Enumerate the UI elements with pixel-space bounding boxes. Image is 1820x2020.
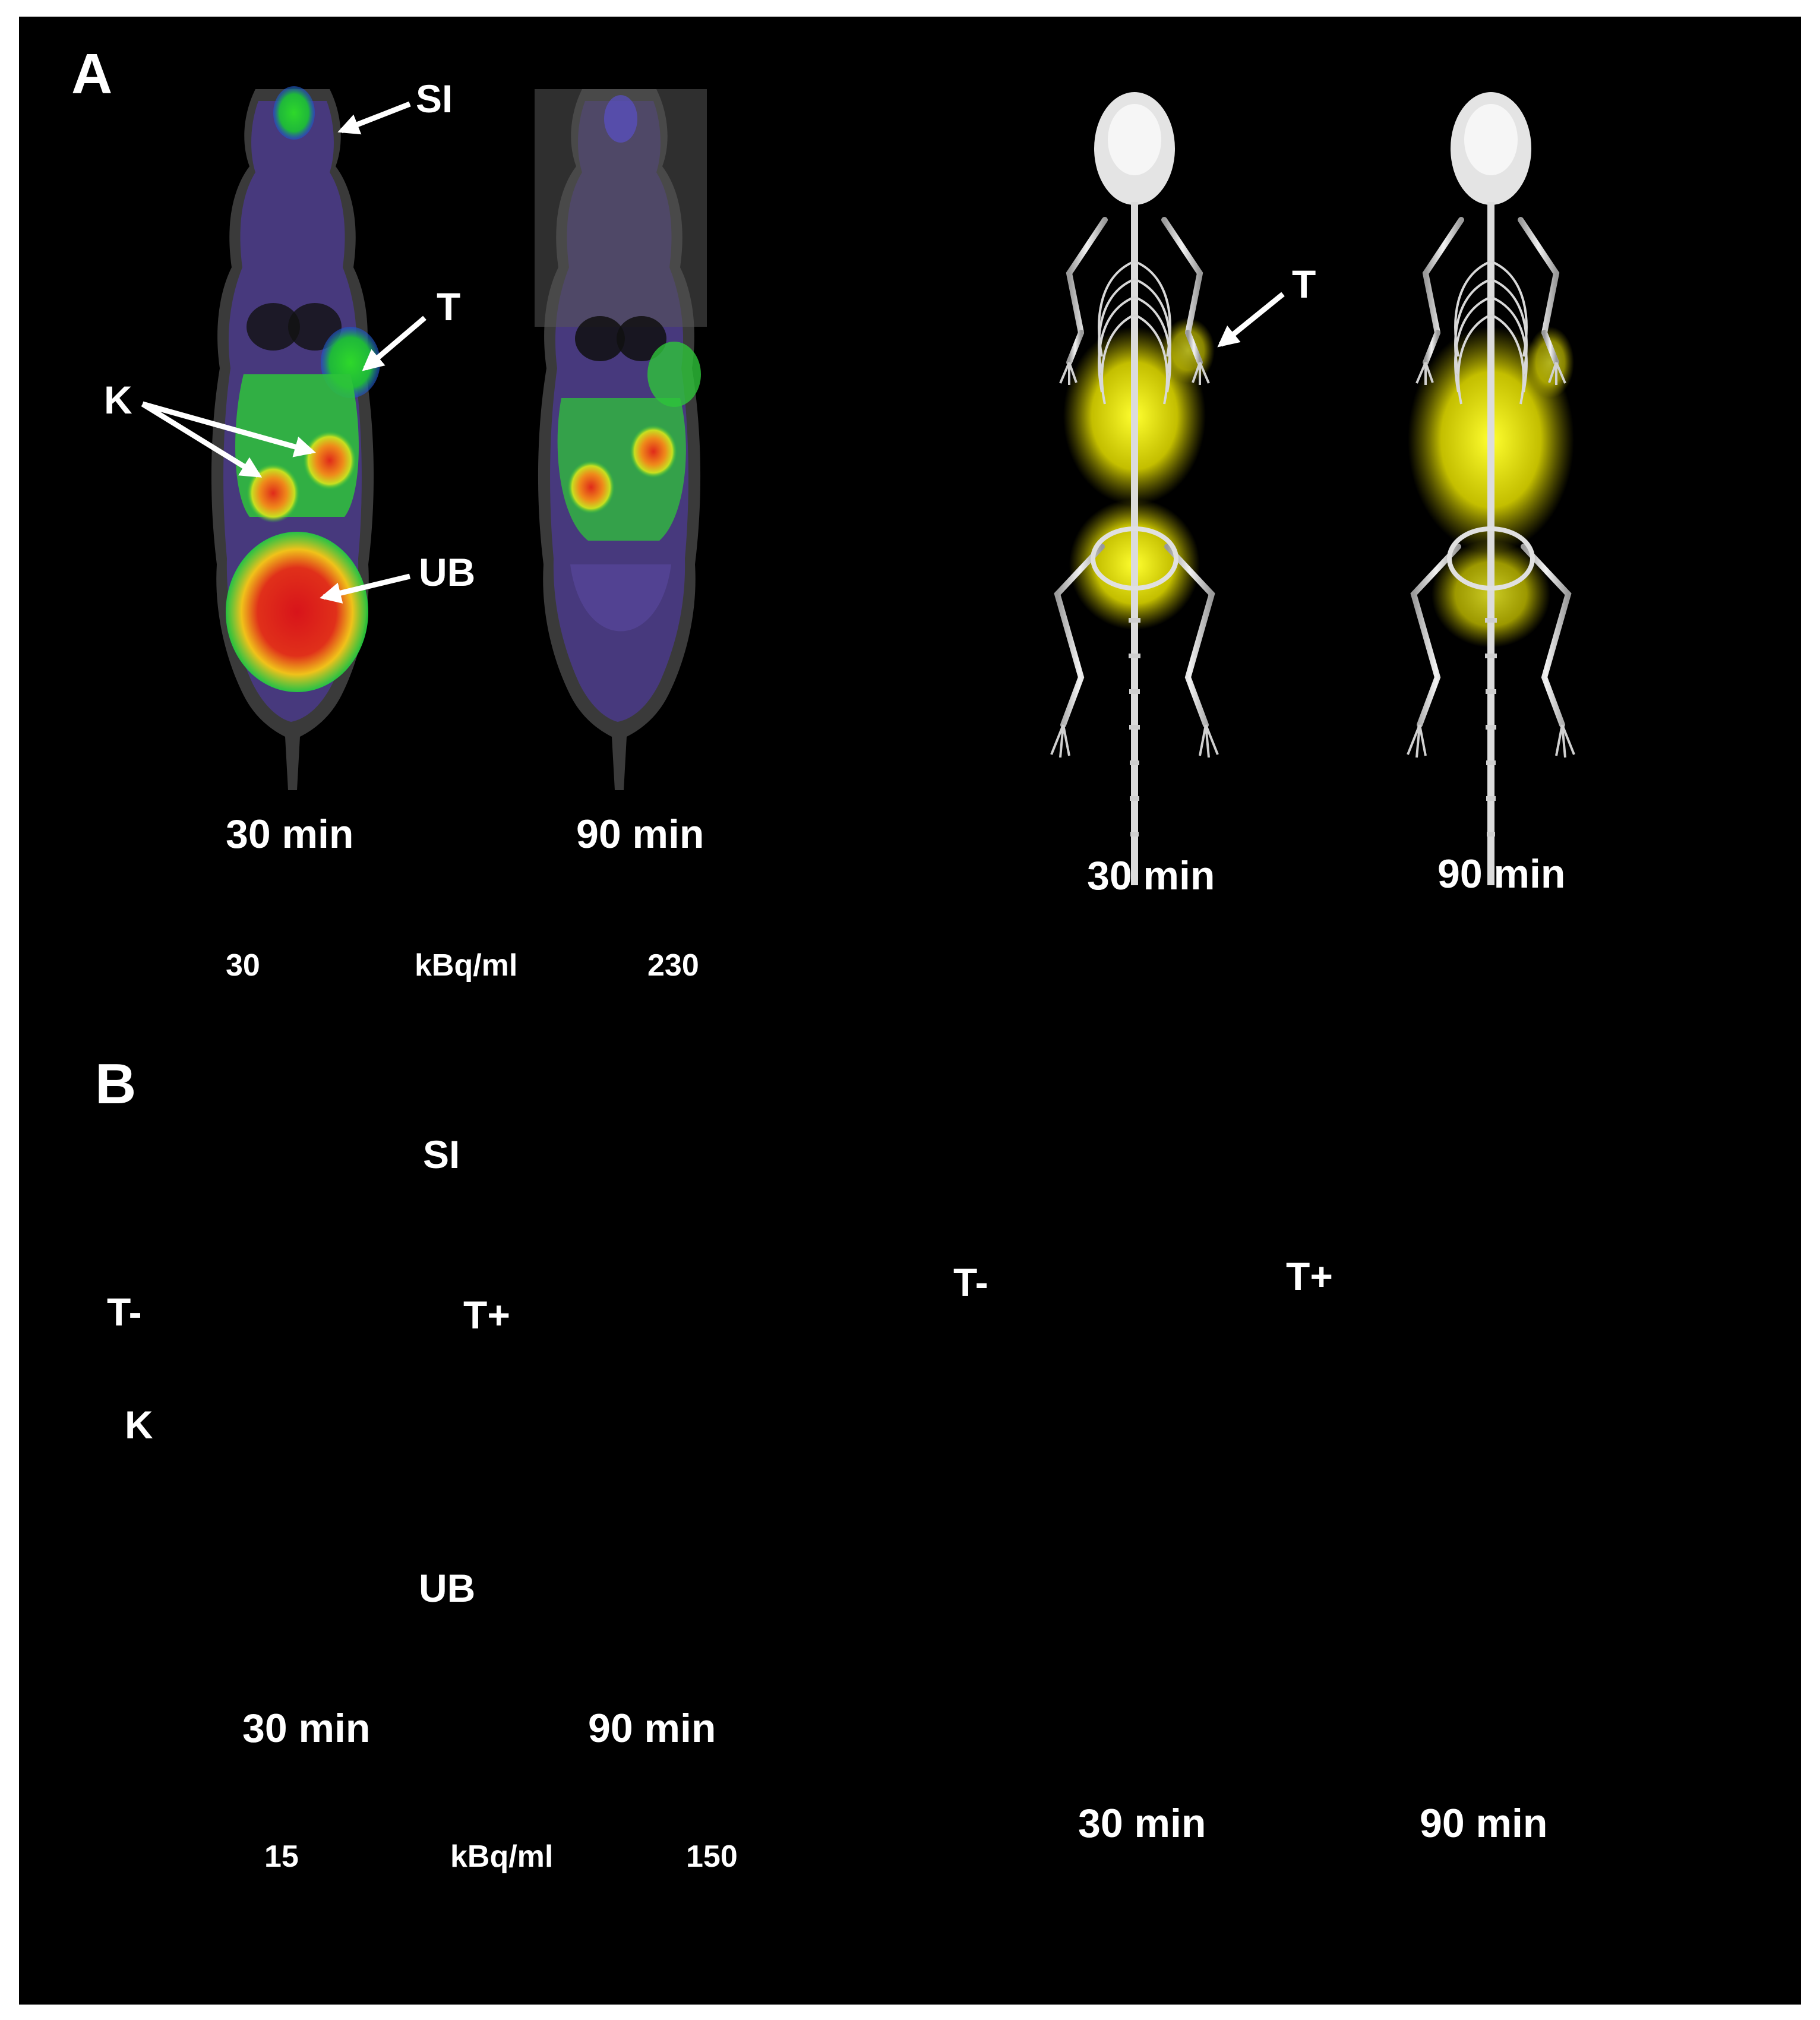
label-b-t-minus-3d: T- xyxy=(953,1260,988,1304)
scale-b-min: 15 xyxy=(264,1839,299,1874)
label-a-si: SI xyxy=(416,77,453,121)
pet-ct-a-30min xyxy=(211,86,380,790)
time-a-render-90: 90 min xyxy=(1437,851,1566,897)
label-b-t-plus-3d: T+ xyxy=(1286,1254,1333,1298)
panel-letter-b: B xyxy=(95,1052,137,1116)
time-b-pet-90: 90 min xyxy=(588,1706,716,1751)
time-b-pet-30: 30 min xyxy=(242,1706,371,1751)
time-a-pet-30: 30 min xyxy=(226,812,354,857)
panel-a-arrows xyxy=(141,101,1285,604)
scale-b-unit: kBq/ml xyxy=(450,1839,554,1874)
label-b-si: SI xyxy=(423,1132,460,1176)
label-b-t-plus: T+ xyxy=(463,1293,510,1337)
label-a-k: K xyxy=(104,378,132,422)
time-a-render-30: 30 min xyxy=(1087,853,1215,898)
label-a-t-pet: T xyxy=(437,285,461,329)
label-a-ub: UB xyxy=(419,550,476,594)
scale-a-min: 30 xyxy=(226,948,260,983)
label-a-t-3d: T xyxy=(1292,262,1316,306)
time-b-render-30: 30 min xyxy=(1078,1801,1206,1846)
label-b-ub: UB xyxy=(419,1566,476,1610)
time-a-pet-90: 90 min xyxy=(576,812,704,857)
time-b-render-90: 90 min xyxy=(1420,1801,1548,1846)
panel-letter-a: A xyxy=(71,42,113,106)
scale-a-unit: kBq/ml xyxy=(415,948,518,983)
scale-b-max: 150 xyxy=(686,1839,738,1874)
label-b-k: K xyxy=(125,1403,153,1447)
render-a-30min xyxy=(1051,92,1218,885)
scale-a-max: 230 xyxy=(647,948,699,983)
label-b-t-minus: T- xyxy=(107,1290,142,1334)
render-a-90min xyxy=(1408,92,1574,885)
pet-ct-a-90min xyxy=(535,89,707,790)
